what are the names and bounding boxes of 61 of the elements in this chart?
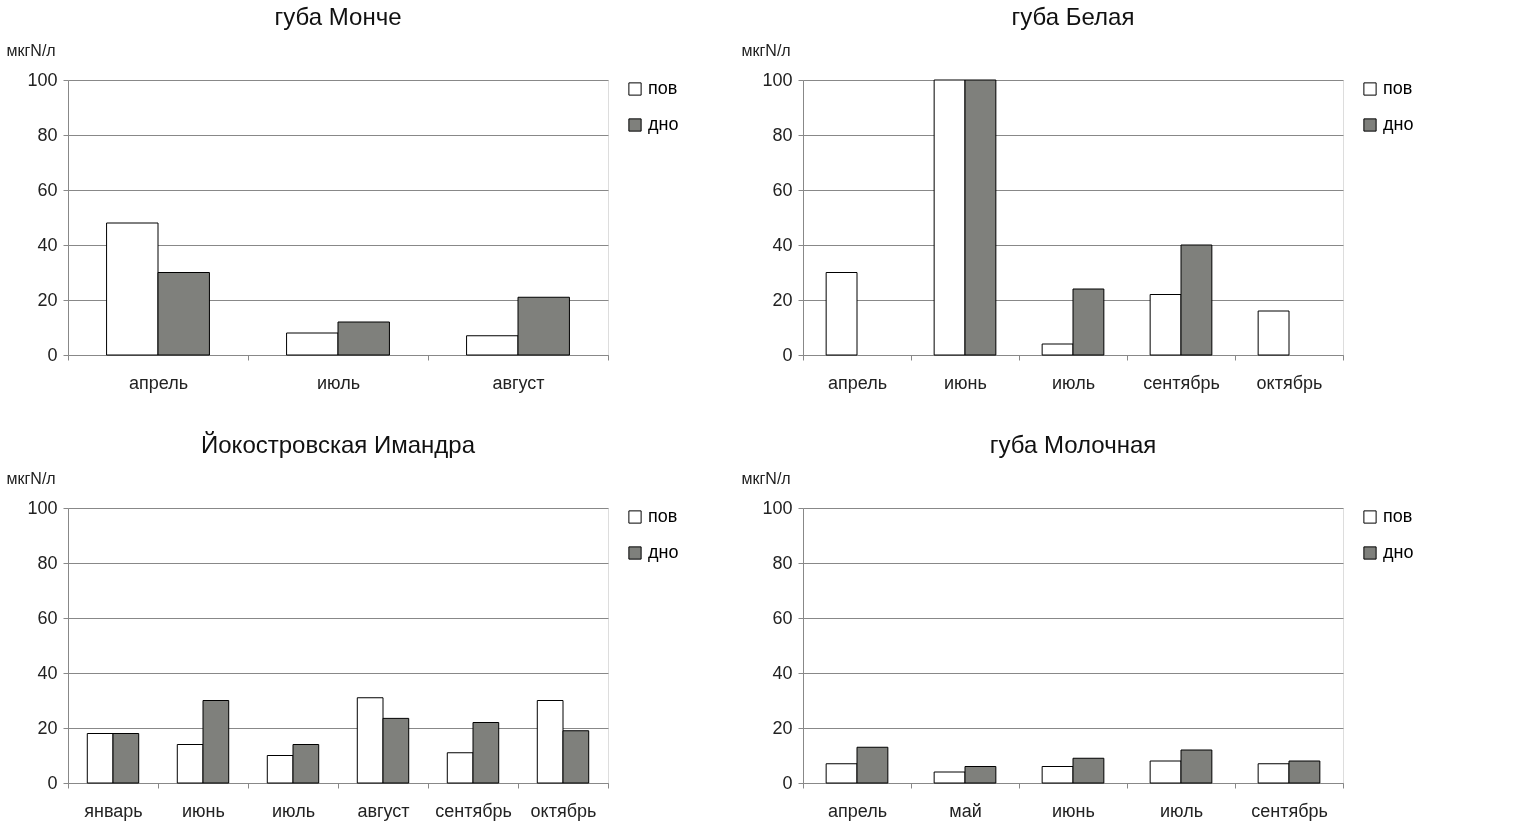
y-tick-label: 60 xyxy=(772,607,793,628)
y-tick-label: 0 xyxy=(782,344,793,365)
chart-title: губа Белая xyxy=(1011,3,1135,30)
legend-label: дно xyxy=(1383,542,1414,562)
y-tick-label: 20 xyxy=(37,717,58,738)
x-tick-label: апрель xyxy=(827,372,888,393)
y-tick-label: 40 xyxy=(772,234,793,255)
x-tick-label: май xyxy=(949,800,982,821)
legend-label: пов xyxy=(1383,78,1413,98)
bar xyxy=(1257,310,1290,356)
y-tick-label: 20 xyxy=(37,289,58,310)
x-tick-label: октябрь xyxy=(530,800,597,821)
y-tick-label: 80 xyxy=(37,552,58,573)
y-tick-label: 80 xyxy=(772,124,793,145)
x-tick-label: сентябрь xyxy=(435,800,512,821)
y-tick-label: 100 xyxy=(27,69,58,90)
y-tick-label: 80 xyxy=(772,552,793,573)
legend-label: пов xyxy=(648,506,678,526)
x-tick-label: июль xyxy=(271,800,316,821)
y-tick-label: 60 xyxy=(772,179,793,200)
x-tick-label: октябрь xyxy=(1256,372,1323,393)
chart-title: губа Монче xyxy=(274,3,402,30)
y-axis-title: мкгN/л xyxy=(741,469,791,487)
y-tick-label: 100 xyxy=(27,497,58,518)
x-tick-label: июнь xyxy=(1052,800,1095,821)
y-tick-label: 60 xyxy=(37,607,58,628)
y-tick-label: 20 xyxy=(772,289,793,310)
chart-title: губа Молочная xyxy=(989,431,1157,458)
y-axis-title: мкгN/л xyxy=(741,41,791,59)
y-tick-label: 0 xyxy=(782,772,793,793)
y-tick-label: 100 xyxy=(762,69,793,90)
x-tick-label: июль xyxy=(1051,372,1096,393)
x-tick-label: июль xyxy=(316,372,361,393)
y-tick-label: 40 xyxy=(37,662,58,683)
legend-label: дно xyxy=(648,542,679,562)
x-tick-label: июль xyxy=(1159,800,1204,821)
x-tick-label: январь xyxy=(84,800,143,821)
y-tick-label: 100 xyxy=(762,497,793,518)
x-tick-label: июнь xyxy=(944,372,987,393)
legend-label: дно xyxy=(648,114,679,134)
y-tick-label: 40 xyxy=(37,234,58,255)
y-tick-label: 0 xyxy=(47,344,58,365)
x-tick-label: апрель xyxy=(827,800,888,821)
y-tick-label: 60 xyxy=(37,179,58,200)
x-tick-label: август xyxy=(357,800,410,821)
x-tick-label: сентябрь xyxy=(1143,372,1220,393)
y-tick-label: 80 xyxy=(37,124,58,145)
y-axis-title: мкгN/л xyxy=(6,469,56,487)
y-axis-title: мкгN/л xyxy=(6,41,56,59)
x-tick-label: апрель xyxy=(128,372,189,393)
chart-title: Йокостровская Имандра xyxy=(201,431,476,458)
x-tick-label: сентябрь xyxy=(1251,800,1328,821)
legend-label: дно xyxy=(1383,114,1414,134)
y-tick-label: 20 xyxy=(772,717,793,738)
legend-label: пов xyxy=(1383,506,1413,526)
bar xyxy=(825,272,858,356)
y-tick-label: 40 xyxy=(772,662,793,683)
legend-label: пов xyxy=(648,78,678,98)
x-tick-label: август xyxy=(492,372,545,393)
y-tick-label: 0 xyxy=(47,772,58,793)
x-tick-label: июнь xyxy=(182,800,225,821)
